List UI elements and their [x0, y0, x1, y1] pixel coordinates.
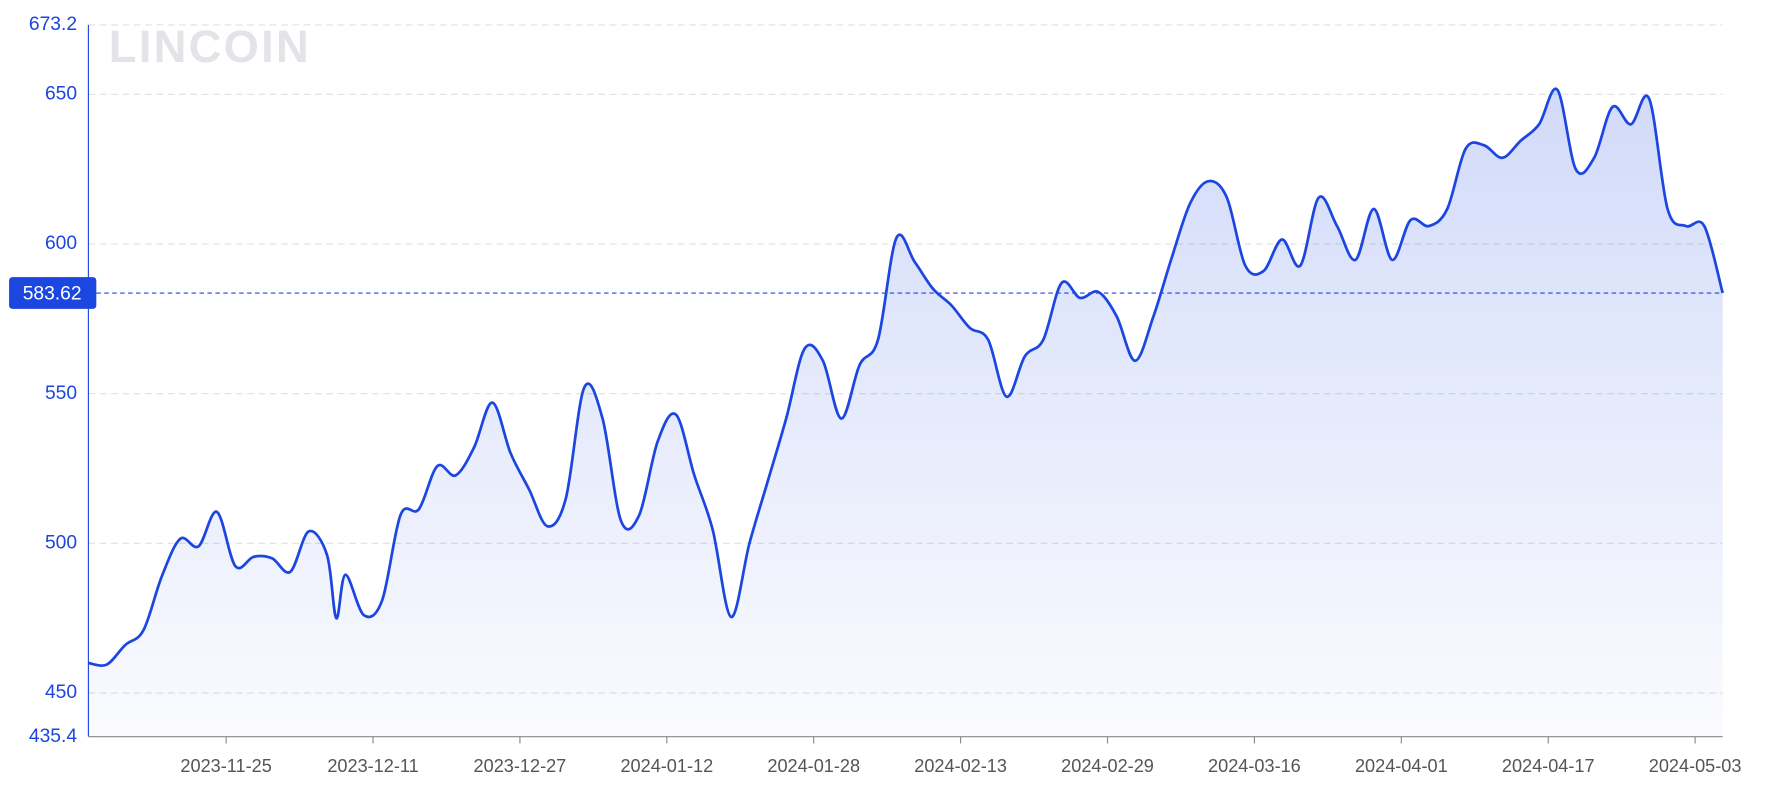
watermark: LINCOIN — [109, 21, 311, 72]
current-price-badge — [9, 277, 97, 309]
x-tick-label: 2024-03-16 — [1208, 756, 1301, 776]
y-tick-label: 500 — [45, 532, 77, 553]
area — [88, 88, 1723, 737]
x-tick-label: 2024-05-03 — [1649, 756, 1742, 776]
x-tick-label: 2024-02-29 — [1061, 756, 1154, 776]
x-tick-label: 2024-02-13 — [914, 756, 1007, 776]
current-price-label: 583.62 — [23, 283, 82, 304]
y-tick-label: 673.2 — [29, 14, 77, 35]
line — [88, 87, 1724, 667]
x-tick-label: 2023-11-25 — [180, 756, 271, 776]
x-tick-label: 2024-04-17 — [1502, 756, 1595, 776]
y-tick-label: 650 — [45, 83, 77, 104]
x-tick-label: 2023-12-11 — [327, 756, 418, 776]
y-tick-label: 600 — [45, 233, 77, 254]
x-tick-label: 2023-12-27 — [474, 756, 567, 776]
y-tick-label: 435.4 — [29, 726, 77, 747]
x-tick-label: 2024-01-28 — [767, 756, 860, 776]
y-tick-label: 550 — [45, 383, 77, 404]
x-tick-label: 2024-04-01 — [1355, 756, 1448, 776]
y-tick-label: 450 — [45, 682, 77, 703]
x-tick-label: 2024-01-12 — [620, 756, 713, 776]
